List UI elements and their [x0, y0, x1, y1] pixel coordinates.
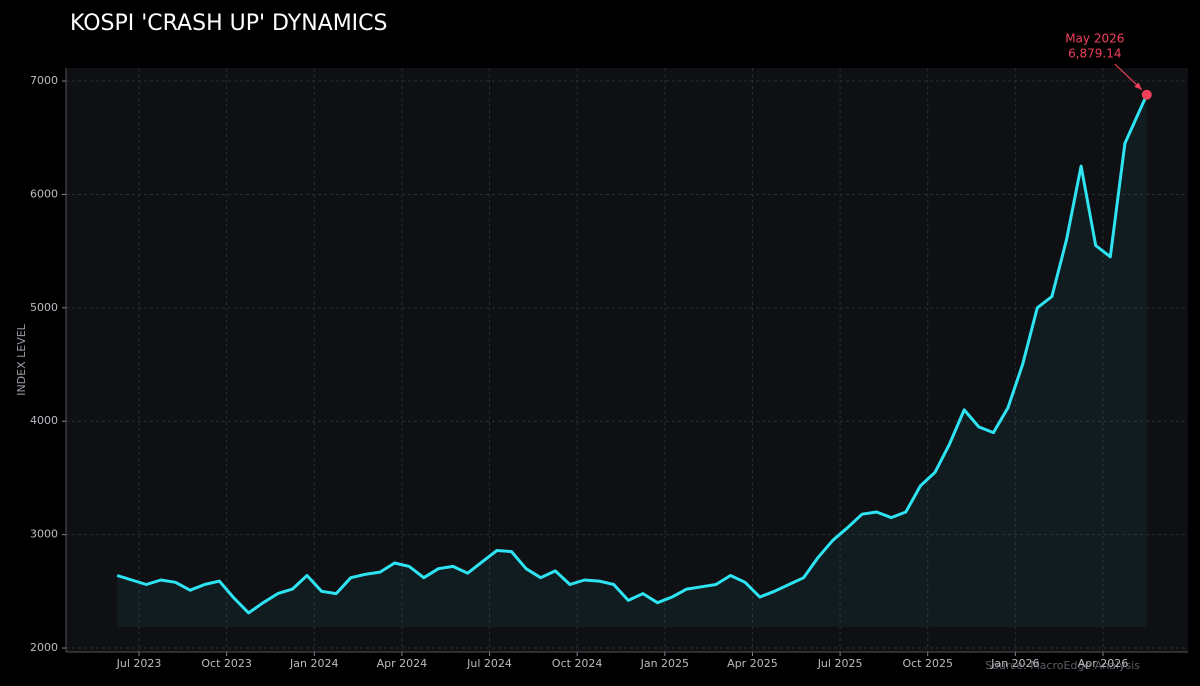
x-tick-label: Apr 2024 — [377, 657, 428, 670]
x-tick-label: Jul 2025 — [817, 657, 863, 670]
x-tick-label: Oct 2024 — [552, 657, 603, 670]
y-tick-label: 7000 — [30, 74, 58, 87]
end-marker — [1141, 89, 1152, 100]
annotation-date: May 2026 — [1065, 32, 1124, 46]
x-tick-label: Apr 2025 — [727, 657, 778, 670]
x-tick-label: Jul 2024 — [466, 657, 512, 670]
x-tick-label: Jan 2024 — [289, 657, 338, 670]
x-tick-label: Jan 2026 — [990, 657, 1039, 670]
area — [117, 94, 1147, 627]
annotation-arrowhead — [1134, 82, 1142, 90]
chart-title: KOSPI 'CRASH UP' DYNAMICS — [70, 11, 388, 36]
x-tick-label: Apr 2026 — [1078, 657, 1129, 670]
x-tick-label: Jul 2023 — [116, 657, 162, 670]
plot-area — [66, 68, 1188, 652]
source: Source: MacroEdge Analysis — [985, 659, 1140, 672]
y-tick-label: 5000 — [30, 301, 58, 314]
y-tick-label: 3000 — [30, 528, 58, 541]
x-tick-label: Oct 2025 — [902, 657, 953, 670]
x-tick-label: Oct 2023 — [201, 657, 252, 670]
annotation-value: 6,879.14 — [1068, 47, 1121, 61]
y-tick-label: 4000 — [30, 414, 58, 427]
line — [116, 94, 1149, 615]
y-tick-label: 6000 — [30, 187, 58, 200]
y-tick-label: 2000 — [30, 641, 58, 654]
x-tick-label: Jan 2025 — [640, 657, 689, 670]
y-axis-label: INDEX LEVEL — [15, 323, 28, 395]
